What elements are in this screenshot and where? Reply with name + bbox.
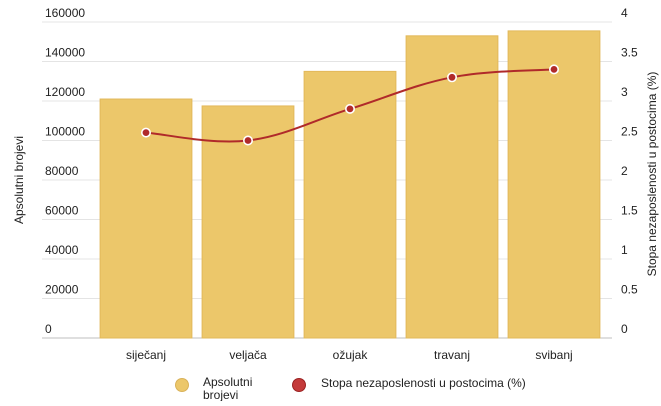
right-tick-label: 1.5 [621,204,638,218]
left-axis-title: Apsolutni brojevi [12,136,26,224]
legend-label-bars: brojevi [203,388,238,401]
left-tick-label: 140000 [45,46,85,60]
left-tick-label: 40000 [45,243,79,257]
left-tick-label: 60000 [45,204,79,218]
right-tick-label: 0.5 [621,283,638,297]
right-tick-label: 2.5 [621,125,638,139]
right-tick-label: 0 [621,322,628,336]
right-tick-label: 1 [621,243,628,257]
right-tick-label: 3 [621,85,628,99]
x-tick-label: ožujak [333,348,369,362]
x-tick-label: travanj [434,348,470,362]
line-series [141,64,559,146]
left-tick-label: 0 [45,322,52,336]
legend-label-bars: Apsolutni [203,375,252,389]
line-point [548,64,559,75]
x-axis-labels: siječanj veljača ožujak travanj svibanj [126,348,573,362]
left-tick-label: 80000 [45,164,79,178]
right-axis-title: Stopa nezaposlenosti u postocima (%) [645,72,659,277]
line-point [344,103,355,114]
line-point [446,72,457,83]
line-point [141,127,152,138]
legend-label-line: Stopa nezaposlenosti u postocima (%) [321,376,526,390]
legend-marker-line [292,378,306,392]
legend-marker-bars [175,378,189,392]
left-tick-label: 20000 [45,283,79,297]
right-tick-label: 4 [621,6,628,20]
bar [99,98,193,339]
x-tick-label: svibanj [535,348,572,362]
bar [507,30,601,339]
right-tick-label: 3.5 [621,46,638,60]
bar [405,35,499,339]
bar-series [99,30,601,339]
right-axis-ticks: 0 0.5 1 1.5 2 2.5 3 3.5 4 [621,6,638,336]
left-tick-label: 160000 [45,6,85,20]
bar [303,70,397,339]
x-tick-label: veljača [229,348,267,362]
left-tick-label: 100000 [45,125,85,139]
left-axis-ticks: 0 20000 40000 60000 80000 100000 120000 140000 1… [45,6,85,336]
left-tick-label: 120000 [45,85,85,99]
right-tick-label: 2 [621,164,628,178]
line-point [243,135,254,146]
x-tick-label: siječanj [126,348,166,362]
